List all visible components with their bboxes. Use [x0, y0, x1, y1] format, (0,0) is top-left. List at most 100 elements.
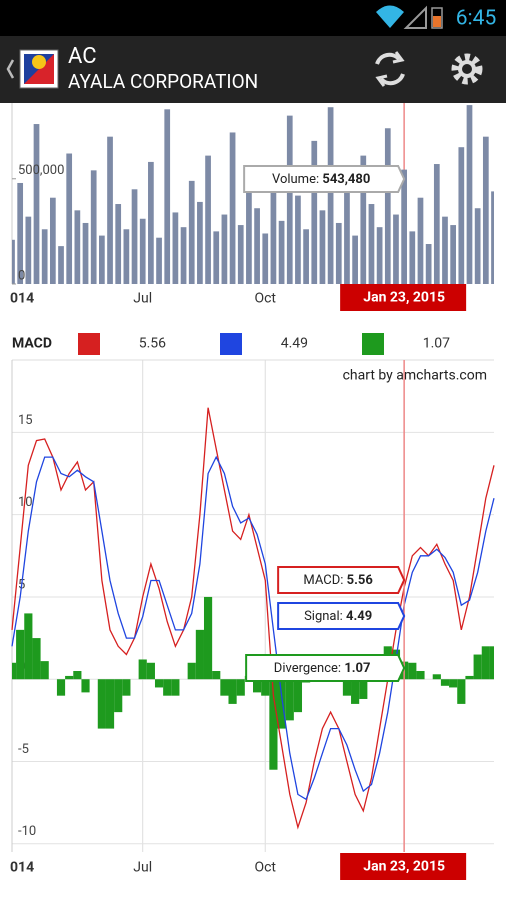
volume-bar — [41, 229, 48, 284]
volume-bar — [17, 182, 24, 284]
tooltip-value: 4.49 — [346, 609, 372, 624]
volume-bar — [482, 136, 489, 284]
volume-bar — [90, 170, 97, 284]
volume-bar — [286, 115, 293, 285]
volume-bar — [164, 109, 171, 284]
y-tick-label: -5 — [18, 742, 29, 757]
legend-value: 5.56 — [139, 336, 166, 352]
volume-bar — [311, 140, 318, 284]
volume-chart: 014 Jul Oct Jan 23, 2015 0 500,000 Volume: 543… — [10, 103, 494, 311]
divergence-bar — [203, 596, 213, 680]
divergence-bar — [277, 679, 286, 729]
volume-bar — [205, 155, 211, 284]
y-tick-label: 15 — [18, 413, 33, 428]
volume-bar — [254, 208, 260, 284]
legend-value: 4.49 — [281, 336, 308, 352]
company-logo — [19, 49, 59, 89]
divergence-bar — [187, 662, 196, 680]
x-tick-label: Oct — [254, 291, 276, 307]
company-name: AYALA CORPORATION — [68, 70, 258, 93]
volume-bar — [49, 197, 56, 284]
x-tick-label: 014 — [10, 860, 34, 876]
divergence-bar — [473, 654, 482, 680]
y-tick-label: 0 — [18, 268, 25, 283]
y-tick-label: -10 — [18, 824, 36, 839]
volume-bar — [131, 189, 138, 284]
volume-bar — [107, 136, 113, 284]
volume-bar — [221, 214, 228, 284]
legend-swatch — [362, 333, 384, 355]
tooltip-box — [243, 165, 406, 193]
y-tick-label: 10 — [18, 495, 33, 510]
divergence-bar — [12, 662, 17, 680]
volume-bar — [82, 222, 89, 284]
volume-bar — [433, 164, 440, 284]
divergence-bar — [146, 662, 155, 680]
divergence-bar — [122, 679, 131, 696]
refresh-button[interactable] — [375, 51, 405, 87]
volume-bar — [229, 132, 236, 284]
tooltip-text: MACD: 5.56 — [303, 573, 373, 588]
volume-bar — [148, 161, 154, 284]
divergence-bar — [432, 674, 441, 680]
divergence-bar — [228, 679, 237, 704]
divergence-bar — [416, 670, 425, 680]
divergence-bar — [236, 679, 245, 696]
symbol: AC — [68, 44, 97, 69]
volume-bar — [139, 218, 146, 284]
volume-bar — [344, 174, 350, 284]
volume-bar — [115, 204, 122, 284]
divergence-bar — [465, 675, 474, 680]
volume-bar — [278, 220, 285, 284]
divergence-bar — [220, 679, 229, 696]
x-tick-label: Jul — [133, 291, 152, 307]
series-line — [11, 407, 495, 830]
tooltip-label: Volume: — [272, 172, 319, 187]
macd-chart: MACD 5.56 4.49 1.07 chart by amcharts.com -10… — [10, 333, 495, 880]
volume-bar — [401, 169, 407, 284]
y-tick-label: 500,000 — [18, 163, 64, 178]
tooltip-value: 543,480 — [322, 172, 370, 187]
action-bar — [0, 36, 506, 103]
volume-bar — [188, 180, 195, 284]
legend-title: MACD — [12, 336, 52, 352]
volume-bar — [376, 227, 383, 284]
legend-swatch — [220, 333, 242, 355]
volume-bar — [66, 153, 73, 284]
volume-bar — [197, 201, 203, 284]
volume-bar — [368, 204, 375, 284]
volume-bar — [25, 216, 32, 284]
divergence-bar — [24, 613, 33, 680]
tooltip-box — [277, 566, 406, 594]
status-bar — [0, 0, 506, 36]
volume-bar — [262, 233, 269, 284]
divergence-bar — [73, 670, 82, 680]
settings-button[interactable] — [451, 53, 483, 85]
tooltip-box — [277, 602, 406, 630]
divergence-bar — [65, 675, 74, 680]
divergence-bar — [40, 661, 49, 680]
divergence-bar — [114, 679, 123, 713]
divergence-bar — [56, 679, 66, 696]
volume-bar — [335, 222, 342, 284]
battery-level — [433, 16, 441, 27]
volume-bar — [417, 197, 424, 284]
volume-bar — [327, 107, 334, 284]
x-tick-label: Jul — [133, 860, 152, 876]
divergence-bar — [97, 679, 106, 729]
divergence-bar — [449, 679, 458, 688]
divergence-bar — [440, 679, 450, 686]
volume-bar — [74, 210, 81, 284]
tooltip-value: 5.56 — [347, 573, 374, 588]
volume-bar — [58, 246, 64, 284]
divergence-bar — [253, 679, 262, 693]
legend-value: 1.07 — [423, 336, 450, 352]
volume-bar — [303, 229, 309, 284]
back-button[interactable] — [6, 59, 15, 79]
clock: 6:45 — [456, 7, 497, 31]
divergence-bar — [261, 679, 270, 696]
signal-icon — [403, 5, 427, 29]
divergence-bar — [489, 646, 494, 680]
volume-bar — [295, 195, 301, 284]
volume-bar — [172, 212, 179, 284]
